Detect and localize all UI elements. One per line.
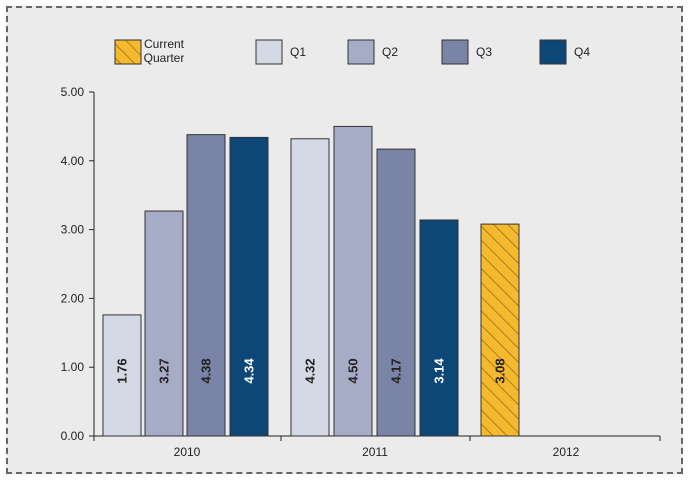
- y-tick-label: 4.00: [61, 154, 85, 168]
- legend-label: Q4: [574, 45, 590, 59]
- bar-current-quarter-2012: [480, 223, 520, 437]
- legend-swatch-current-quarter: [114, 39, 142, 65]
- y-tick-label: 2.00: [61, 291, 85, 305]
- legend-label: Q3: [476, 45, 492, 59]
- legend-swatch-q3: [441, 39, 469, 65]
- bar-q3-2010: [186, 134, 226, 437]
- bar-q1-2011: [290, 138, 330, 437]
- bar-value-label: 4.38: [199, 358, 214, 383]
- legend-swatch-q1: [255, 39, 283, 65]
- bar-value-label: 3.27: [157, 358, 172, 383]
- bar-q2-2010: [144, 210, 184, 437]
- x-axis: 2010 2011 2012: [93, 435, 661, 459]
- bar-value-label: 3.08: [493, 358, 508, 383]
- bar-value-label: 4.17: [389, 358, 404, 383]
- bar-value-label: 3.14: [432, 358, 447, 384]
- bar-value-label: 1.76: [115, 358, 130, 383]
- y-axis: 0.00 1.00 2.00 3.00 4.00 5.00: [61, 85, 95, 443]
- bar-q3-2011: [376, 148, 416, 437]
- bar-q4-2010: [229, 136, 269, 437]
- bar-q1-2010: [102, 314, 142, 437]
- legend-label-line2: Quarter: [144, 51, 185, 65]
- legend-label: Q1: [290, 45, 306, 59]
- y-tick-label: 5.00: [61, 85, 85, 99]
- x-tick-label: 2012: [553, 445, 580, 459]
- y-tick-label: 3.00: [61, 223, 85, 237]
- bar-value-label: 4.50: [346, 358, 361, 383]
- bar-q4-2011: [419, 219, 459, 437]
- x-tick-label: 2010: [174, 445, 201, 459]
- bars: 1.76 3.27 4.38 4.34 4.32 4.50 4.17 3.14 3.08: [102, 125, 520, 437]
- legend-label: Q2: [382, 45, 398, 59]
- y-tick-label: 0.00: [61, 429, 85, 443]
- bar-value-label: 4.32: [303, 358, 318, 383]
- y-tick-label: 1.00: [61, 360, 85, 374]
- bar-value-label: 4.34: [242, 358, 257, 384]
- legend-swatch-q2: [347, 39, 375, 65]
- bar-q2-2011: [333, 125, 373, 437]
- legend-label-line1: Current: [144, 37, 185, 51]
- x-tick-label: 2011: [362, 445, 388, 459]
- legend-swatch-q4: [539, 39, 567, 65]
